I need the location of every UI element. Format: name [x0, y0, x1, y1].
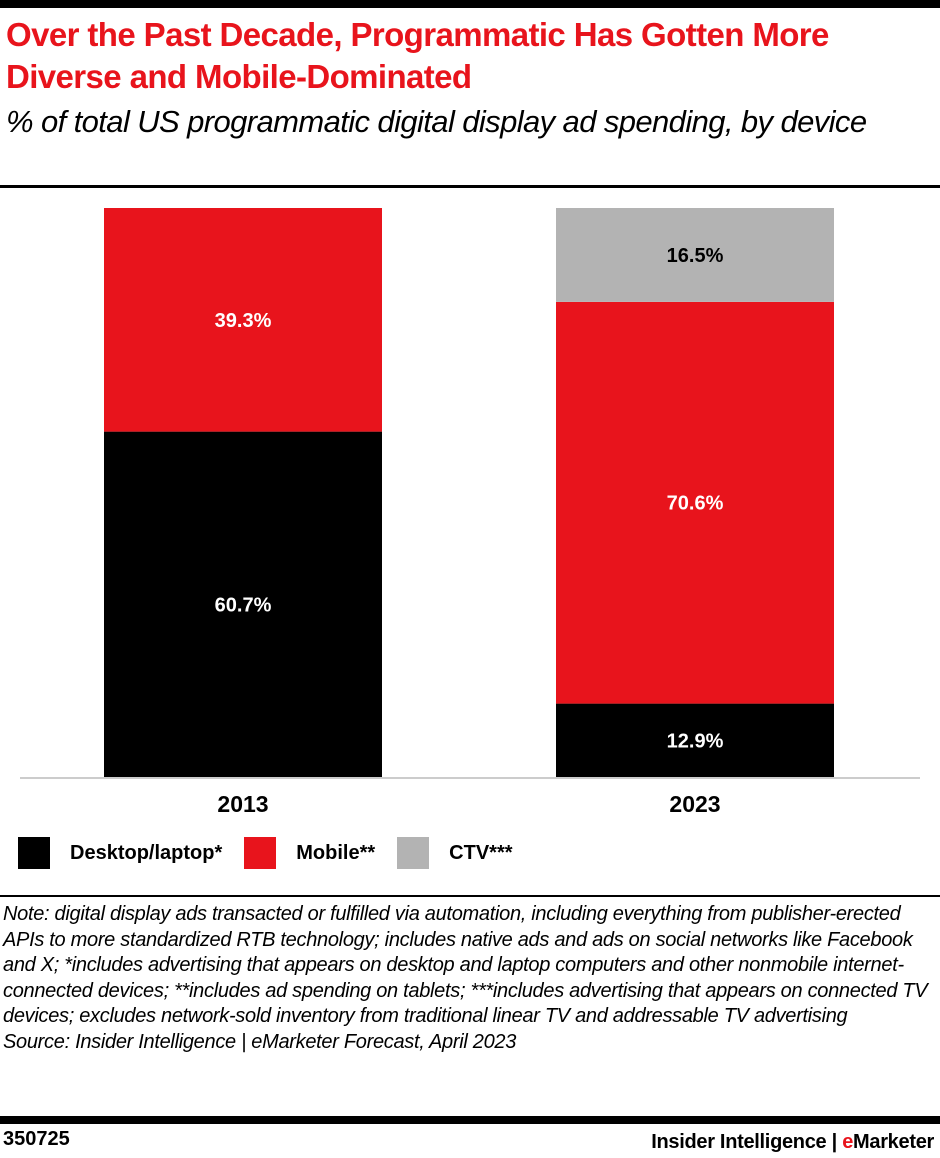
- note-text: Note: digital display ads transacted or …: [3, 903, 928, 1027]
- data-label: 70.6%: [667, 493, 724, 515]
- legend: Desktop/laptop* Mobile** CTV***: [18, 837, 535, 869]
- chart-id: 350725: [3, 1128, 70, 1150]
- legend-label-mobile: Mobile**: [296, 841, 376, 864]
- legend-swatch-ctv: [397, 837, 430, 869]
- chart-subtitle: % of total US programmatic digital displ…: [6, 104, 867, 139]
- x-tick-label: 2023: [669, 791, 720, 817]
- brand-insider-intelligence: Insider Intelligence |: [651, 1131, 843, 1153]
- stacked-bar-chart: 60.7% 39.3% 2013 12.9% 70.6% 16.5% 2023: [20, 208, 920, 817]
- data-label: 39.3%: [215, 310, 272, 332]
- divider: [0, 895, 940, 897]
- bar-segment-2023-2: [556, 208, 834, 302]
- legend-label-ctv: CTV***: [449, 841, 513, 864]
- legend-swatch-mobile: [244, 837, 277, 869]
- top-bar: [0, 0, 940, 8]
- data-label: 16.5%: [667, 245, 724, 267]
- source-text: Source: Insider Intelligence | eMarketer…: [3, 1030, 517, 1053]
- x-tick-label: 2013: [217, 791, 268, 817]
- data-label: 60.7%: [215, 594, 272, 616]
- brand-logo: Insider Intelligence | eMarketer: [651, 1131, 934, 1154]
- bar-segment-2023-0: [556, 703, 834, 777]
- data-label: 12.9%: [667, 730, 724, 752]
- bar-segment-2013-0: [104, 431, 382, 777]
- footnote: Note: digital display ads transacted or …: [3, 902, 933, 1055]
- bar-segment-2023-1: [556, 301, 834, 704]
- brand-e: e: [842, 1131, 854, 1153]
- divider: [0, 185, 940, 188]
- chart-title: Over the Past Decade, Programmatic Has G…: [6, 16, 829, 95]
- brand-marketer: Marketer: [853, 1131, 934, 1153]
- legend-label-desktop: Desktop/laptop*: [70, 841, 223, 864]
- bottom-bar: [0, 1116, 940, 1124]
- bar-segment-2013-1: [104, 208, 382, 432]
- legend-swatch-desktop: [18, 837, 50, 869]
